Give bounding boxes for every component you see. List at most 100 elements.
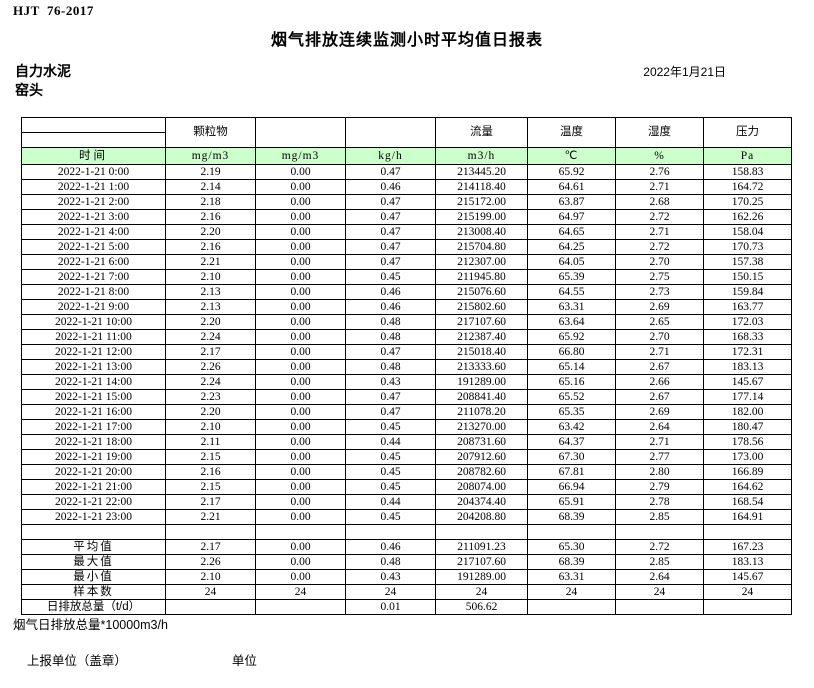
cell-c3: 0.45 bbox=[345, 419, 436, 435]
cell-time: 2022-1-21 6:00 bbox=[21, 254, 166, 270]
cell-c1: 2.26 bbox=[165, 359, 256, 375]
cell-press: 166.89 bbox=[703, 464, 792, 480]
cell-time: 2022-1-21 14:00 bbox=[21, 374, 166, 390]
cell-temp: 64.55 bbox=[527, 284, 616, 300]
cell-c3: 0.47 bbox=[345, 194, 436, 210]
cell-humid: 2.66 bbox=[615, 374, 704, 390]
cell-c2: 0.00 bbox=[255, 479, 346, 495]
cell-flow: 24 bbox=[435, 584, 528, 600]
cell-temp: 63.87 bbox=[527, 194, 616, 210]
footer-note: 烟气日排放总量*10000m3/h bbox=[13, 618, 168, 632]
summary-label: 平均值 bbox=[21, 539, 166, 555]
cell-c1: 2.10 bbox=[165, 569, 256, 585]
cell-c2: 0.00 bbox=[255, 299, 346, 315]
cell-c1: 24 bbox=[165, 584, 256, 600]
cell-press: 164.91 bbox=[703, 509, 792, 525]
cell-c1: 2.20 bbox=[165, 314, 256, 330]
table-row: 2022-1-21 23:00 2.21 0.00 0.45 204208.80 68.3… bbox=[21, 509, 792, 525]
cell-temp: 63.31 bbox=[527, 569, 616, 585]
cell-c2: 0.00 bbox=[255, 374, 346, 390]
cell-time: 2022-1-21 1:00 bbox=[21, 179, 166, 195]
cell-flow: 211078.20 bbox=[435, 404, 528, 420]
cell-humid: 2.71 bbox=[615, 434, 704, 450]
table-row: 2022-1-21 22:00 2.17 0.00 0.44 204374.40 65.9… bbox=[21, 494, 792, 510]
cell-flow: 217107.60 bbox=[435, 314, 528, 330]
cell-humid: 2.73 bbox=[615, 284, 704, 300]
cell-c2: 0.00 bbox=[255, 419, 346, 435]
cell-c3: 0.45 bbox=[345, 479, 436, 495]
table-row: 2022-1-21 0:00 2.19 0.00 0.47 213445.20 65.92… bbox=[21, 164, 792, 180]
cell-c2: 0.00 bbox=[255, 179, 346, 195]
table-row: 2022-1-21 13:00 2.26 0.00 0.48 213333.60 65.1… bbox=[21, 359, 792, 375]
company-name: 自力水泥 bbox=[15, 63, 71, 79]
cell-c2: 0.00 bbox=[255, 194, 346, 210]
cell-temp: 66.80 bbox=[527, 344, 616, 360]
cell-temp: 65.16 bbox=[527, 374, 616, 390]
cell-c1: 2.11 bbox=[165, 434, 256, 450]
cell-c3: 0.45 bbox=[345, 449, 436, 465]
cell-c3: 0.46 bbox=[345, 539, 436, 555]
cell-time: 2022-1-21 9:00 bbox=[21, 299, 166, 315]
unit-label: 单位 bbox=[231, 654, 257, 668]
summary-label: 最大值 bbox=[21, 554, 166, 570]
table-row: 2022-1-21 15:00 2.23 0.00 0.47 208841.40 65.5… bbox=[21, 389, 792, 405]
cell-time: 2022-1-21 20:00 bbox=[21, 464, 166, 480]
cell-c2: 0.00 bbox=[255, 224, 346, 240]
column-unit-temperature: ℃ bbox=[527, 147, 616, 165]
table-row: 2022-1-21 4:00 2.20 0.00 0.47 213008.40 64.65… bbox=[21, 224, 792, 240]
cell-c3: 0.47 bbox=[345, 209, 436, 225]
cell-press: 182.00 bbox=[703, 404, 792, 420]
table-row: 2022-1-21 11:00 2.24 0.00 0.48 212387.40 65.9… bbox=[21, 329, 792, 345]
cell-time: 2022-1-21 8:00 bbox=[21, 284, 166, 300]
cell-temp: 64.97 bbox=[527, 209, 616, 225]
cell-c1: 2.17 bbox=[165, 494, 256, 510]
cell-time: 2022-1-21 16:00 bbox=[21, 404, 166, 420]
cell-flow: 213333.60 bbox=[435, 359, 528, 375]
summary-row-min: 最小值 2.10 0.00 0.43 191289.00 63.31 2.64 … bbox=[21, 569, 792, 585]
cell-c1: 2.16 bbox=[165, 464, 256, 480]
cell-time: 2022-1-21 23:00 bbox=[21, 509, 166, 525]
cell-press: 158.83 bbox=[703, 164, 792, 180]
cell-humid: 2.77 bbox=[615, 449, 704, 465]
cell-temp: 63.64 bbox=[527, 314, 616, 330]
cell-temp: 68.39 bbox=[527, 509, 616, 525]
cell-press: 168.54 bbox=[703, 494, 792, 510]
cell-time: 2022-1-21 19:00 bbox=[21, 449, 166, 465]
summary-label: 最小值 bbox=[21, 569, 166, 585]
cell-flow: 213008.40 bbox=[435, 224, 528, 240]
cell-temp: 66.94 bbox=[527, 479, 616, 495]
cell-flow: 215704.80 bbox=[435, 239, 528, 255]
cell-time: 2022-1-21 17:00 bbox=[21, 419, 166, 435]
cell-c2: 0.00 bbox=[255, 449, 346, 465]
cell-c1: 2.17 bbox=[165, 344, 256, 360]
cell-c3: 0.43 bbox=[345, 374, 436, 390]
cell-humid: 2.79 bbox=[615, 479, 704, 495]
cell-humid: 2.72 bbox=[615, 539, 704, 555]
cell-flow: 208782.60 bbox=[435, 464, 528, 480]
footer-signature-row: 上报单位（盖章） 单位 bbox=[13, 634, 257, 688]
cell-humid: 2.70 bbox=[615, 254, 704, 270]
cell-flow: 208731.60 bbox=[435, 434, 528, 450]
cell-flow: 207912.60 bbox=[435, 449, 528, 465]
cell-c1: 2.16 bbox=[165, 209, 256, 225]
cell-time: 2022-1-21 10:00 bbox=[21, 314, 166, 330]
cell-humid: 2.71 bbox=[615, 344, 704, 360]
cell-temp bbox=[527, 599, 616, 615]
cell-c3: 0.48 bbox=[345, 314, 436, 330]
cell-temp: 68.39 bbox=[527, 554, 616, 570]
cell-flow: 215076.60 bbox=[435, 284, 528, 300]
cell-c1: 2.21 bbox=[165, 254, 256, 270]
cell-c1: 2.24 bbox=[165, 329, 256, 345]
cell-c3: 0.47 bbox=[345, 239, 436, 255]
table-row: 2022-1-21 2:00 2.18 0.00 0.47 215172.00 63.87… bbox=[21, 194, 792, 210]
cell-temp: 64.61 bbox=[527, 179, 616, 195]
cell-temp: 64.05 bbox=[527, 254, 616, 270]
cell-press: 167.23 bbox=[703, 539, 792, 555]
cell-c1: 2.18 bbox=[165, 194, 256, 210]
cell-temp: 63.42 bbox=[527, 419, 616, 435]
column-unit-humidity: % bbox=[615, 147, 704, 165]
cell-press: 158.04 bbox=[703, 224, 792, 240]
cell-humid: 2.72 bbox=[615, 209, 704, 225]
table-row: 2022-1-21 18:00 2.11 0.00 0.44 208731.60 64.3… bbox=[21, 434, 792, 450]
cell-humid: 24 bbox=[615, 584, 704, 600]
